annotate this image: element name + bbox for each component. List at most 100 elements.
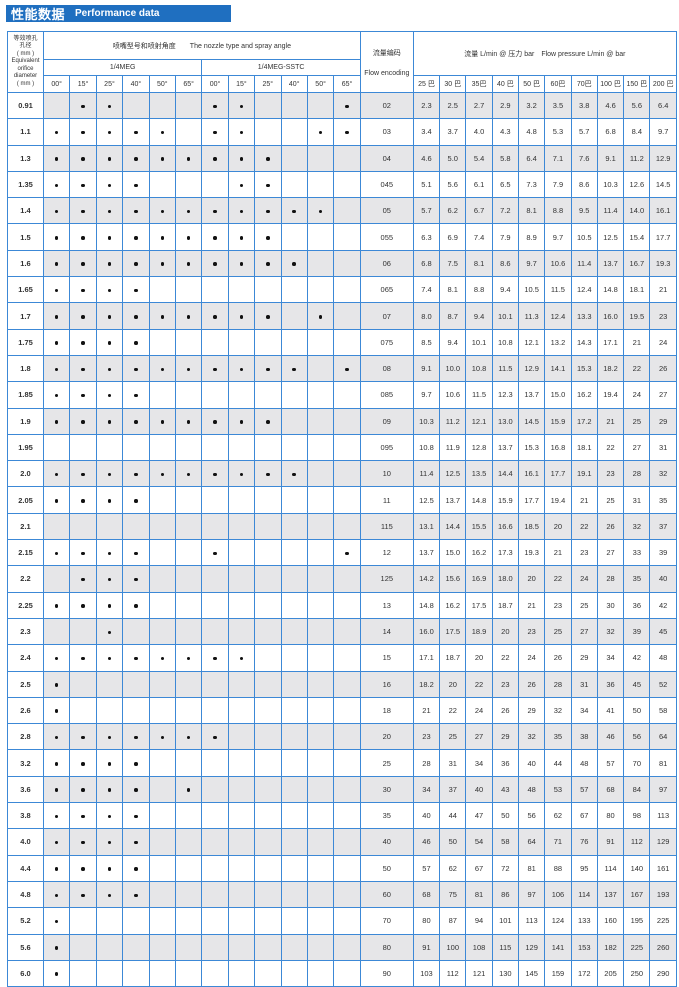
spray-angle-cell xyxy=(174,433,203,462)
available-dot-icon xyxy=(160,236,164,240)
flow-value: 18.5 xyxy=(517,512,546,541)
spray-angle-cell xyxy=(42,880,71,909)
available-dot-icon xyxy=(107,840,112,845)
flow-value: 10.8 xyxy=(465,354,493,383)
available-dot-icon xyxy=(107,893,112,898)
spray-angle-cell xyxy=(280,144,308,172)
flow-value: 47 xyxy=(465,802,493,830)
flow-value: 182 xyxy=(596,933,625,961)
spray-angle-cell xyxy=(69,907,97,935)
flow-value: 29 xyxy=(570,644,598,672)
spray-angle-cell xyxy=(333,959,361,987)
table-row: 1.3 04 4.6 5.0 5.4 5.8 6.4 7.1 7.6 9.1 11.2 12.9 xyxy=(7,144,677,172)
angle-header: 40° xyxy=(122,75,150,93)
available-dot-icon xyxy=(239,367,244,372)
flow-value: 10.3 xyxy=(596,170,625,199)
spray-angle-cell xyxy=(227,696,256,725)
flow-value: 17.7 xyxy=(649,223,677,251)
spray-angle-cell xyxy=(122,197,150,225)
flow-value: 25 xyxy=(596,486,625,514)
flow-value: 133 xyxy=(570,907,598,935)
flow-value: 6.7 xyxy=(465,197,493,225)
available-dot-icon xyxy=(160,735,164,740)
flow-value: 23 xyxy=(491,670,520,698)
spray-angle-cell xyxy=(42,249,71,278)
table-row: 2.1 115 13.1 14.4 15.5 16.6 18.5 20 22 26 32 37 xyxy=(7,512,677,541)
diameter-header-line: ( mm ) xyxy=(16,80,35,87)
flow-value: 16.0 xyxy=(412,617,441,646)
orifice-diameter: 1.7 xyxy=(7,302,44,330)
available-dot-icon xyxy=(266,420,270,424)
spray-angle-cell xyxy=(333,460,361,488)
spray-angle-cell xyxy=(42,617,71,646)
spray-angle-cell xyxy=(280,539,308,567)
spray-angle-cell xyxy=(333,644,361,672)
flow-value: 8.6 xyxy=(491,249,520,278)
table-row: 5.2 70 80 87 94 101 113 124 133 160 195 225 xyxy=(7,907,677,935)
spray-angle-cell xyxy=(201,91,229,120)
flow-value: 19.5 xyxy=(623,302,651,330)
spray-angle-cell xyxy=(148,433,176,462)
flow-value: 5.1 xyxy=(412,170,441,199)
available-dot-icon xyxy=(107,367,112,372)
flow-value: 31 xyxy=(439,749,467,777)
flow-value: 36 xyxy=(596,670,625,698)
spray-angle-cell xyxy=(174,302,203,330)
available-dot-icon xyxy=(107,551,112,556)
spray-angle-cell xyxy=(148,933,176,961)
flow-value: 54 xyxy=(465,828,493,856)
available-dot-icon xyxy=(81,288,85,293)
flow-value: 13.3 xyxy=(570,302,598,330)
spray-angle-cell xyxy=(280,512,308,541)
spray-angle-cell xyxy=(95,880,124,909)
available-dot-icon xyxy=(81,209,85,214)
flow-value: 58 xyxy=(491,828,520,856)
flow-value: 6.1 xyxy=(465,170,493,199)
spray-angle-cell xyxy=(42,197,71,225)
spray-angle-cell xyxy=(42,539,71,567)
spray-angle-cell xyxy=(42,775,71,804)
flow-value: 45 xyxy=(623,670,651,698)
available-dot-icon xyxy=(107,393,112,398)
spray-angle-cell xyxy=(254,460,282,488)
available-dot-icon xyxy=(186,236,191,240)
orifice-diameter: 3.6 xyxy=(7,775,44,804)
orifice-diameter: 1.75 xyxy=(7,328,44,356)
flow-code: 12 xyxy=(359,539,414,567)
flow-code: 50 xyxy=(359,854,414,882)
flow-value: 6.8 xyxy=(596,118,625,146)
orifice-diameter: 1.4 xyxy=(7,197,44,225)
spray-angle-cell xyxy=(174,539,203,567)
flow-value: 22 xyxy=(439,696,467,725)
flow-value: 5.8 xyxy=(491,144,520,172)
flow-value: 9.4 xyxy=(465,302,493,330)
available-dot-icon xyxy=(292,262,296,266)
flow-value: 13.7 xyxy=(517,381,546,409)
available-dot-icon xyxy=(134,288,138,293)
spray-angle-cell xyxy=(306,170,335,199)
flow-value: 8.7 xyxy=(439,302,467,330)
available-dot-icon xyxy=(239,656,244,661)
flow-value: 53 xyxy=(544,775,572,804)
flow-value: 72 xyxy=(491,854,520,882)
spray-angle-cell xyxy=(42,696,71,725)
available-dot-icon xyxy=(54,709,59,713)
spray-angle-cell xyxy=(333,276,361,304)
flow-value: 21 xyxy=(596,407,625,435)
orifice-diameter: 1.85 xyxy=(7,381,44,409)
flow-value: 8.5 xyxy=(412,328,441,356)
flow-value: 113 xyxy=(517,907,546,935)
flow-value: 34 xyxy=(465,749,493,777)
available-dot-icon xyxy=(134,130,138,135)
spray-angle-cell xyxy=(148,802,176,830)
spray-angle-cell xyxy=(174,118,203,146)
flow-value: 29 xyxy=(649,407,677,435)
spray-angle-cell xyxy=(254,539,282,567)
spray-angle-cell xyxy=(280,354,308,383)
available-dot-icon xyxy=(266,472,270,477)
spray-angle-cell xyxy=(227,854,256,882)
table-row: 1.8 08 9.1 10.0 10.8 11.5 12.9 14.1 15.3 18.2 22 26 xyxy=(7,354,677,383)
available-dot-icon xyxy=(134,262,138,266)
available-dot-icon xyxy=(81,867,85,871)
pressure-header: 200 巴 xyxy=(649,75,677,93)
